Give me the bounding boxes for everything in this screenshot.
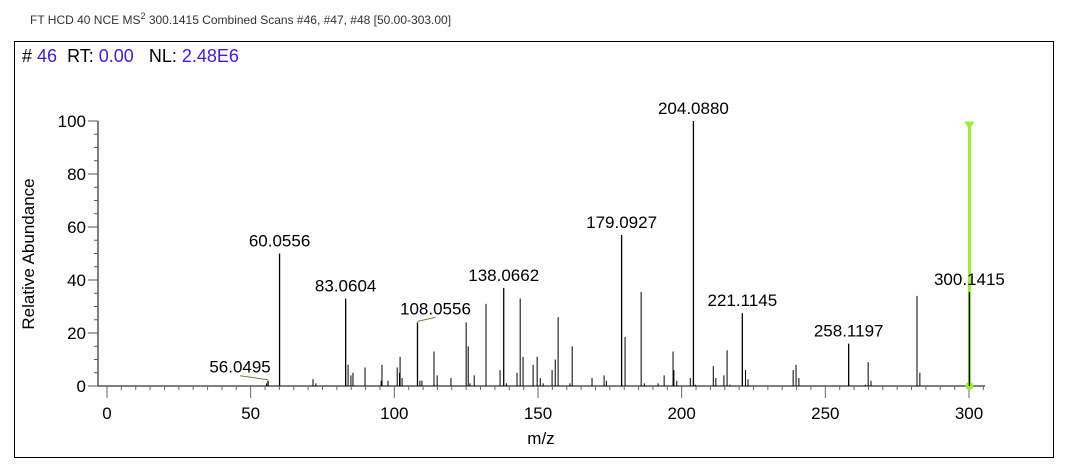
- peak-label: 221.1145: [708, 291, 778, 310]
- x-tick-label: 100: [380, 404, 408, 423]
- spectrum-panel: [14, 41, 1054, 458]
- title-text-rest: 300.1415 Combined Scans #46, #47, #48 [5…: [145, 13, 452, 27]
- y-tick-label: 20: [67, 324, 86, 343]
- title-text: FT HCD 40 NCE MS: [30, 13, 141, 27]
- x-tick-label: 150: [524, 404, 552, 423]
- y-tick-label: 80: [67, 165, 86, 184]
- rt-label: RT:: [67, 46, 94, 66]
- x-tick-label: 50: [241, 404, 260, 423]
- precursor-marker-triangle-icon: [964, 121, 975, 130]
- y-tick-label: 0: [77, 377, 86, 396]
- peak-label: 60.0556: [249, 232, 310, 251]
- peak-label: 108.0556: [400, 299, 471, 318]
- peak-label-leader: [417, 316, 436, 322]
- y-tick-label: 40: [67, 271, 86, 290]
- nl-label: NL:: [148, 46, 177, 66]
- title-superscript: 2: [140, 11, 146, 21]
- x-tick-label: 0: [102, 404, 111, 423]
- peak-label: 179.0927: [586, 213, 657, 232]
- scan-number: 46: [37, 46, 58, 66]
- peak-label-leader: [239, 375, 269, 381]
- peak-label: 300.1415: [934, 270, 1005, 289]
- y-axis-title: Relative Abundance: [19, 178, 38, 329]
- rt-value: 0.00: [98, 46, 134, 66]
- peak-label: 83.0604: [315, 277, 376, 296]
- x-tick-label: 250: [811, 404, 839, 423]
- spectrum-title: FT HCD 40 NCE MS2 300.1415 Combined Scan…: [30, 11, 451, 27]
- peak-label: 258.1197: [814, 322, 884, 341]
- peak-label: 204.0880: [658, 99, 729, 118]
- scan-label: #: [22, 46, 33, 66]
- peak-label: 56.0495: [209, 358, 270, 377]
- scan-info: # 46 RT: 0.00 NL: 2.48E6: [22, 46, 239, 67]
- y-tick-label: 100: [58, 112, 86, 131]
- peak-label: 138.0662: [468, 266, 539, 285]
- y-tick-label: 60: [67, 218, 86, 237]
- nl-value: 2.48E6: [181, 46, 239, 66]
- x-tick-label: 200: [667, 404, 695, 423]
- x-axis-title: m/z: [527, 429, 554, 448]
- x-tick-label: 300: [955, 404, 983, 423]
